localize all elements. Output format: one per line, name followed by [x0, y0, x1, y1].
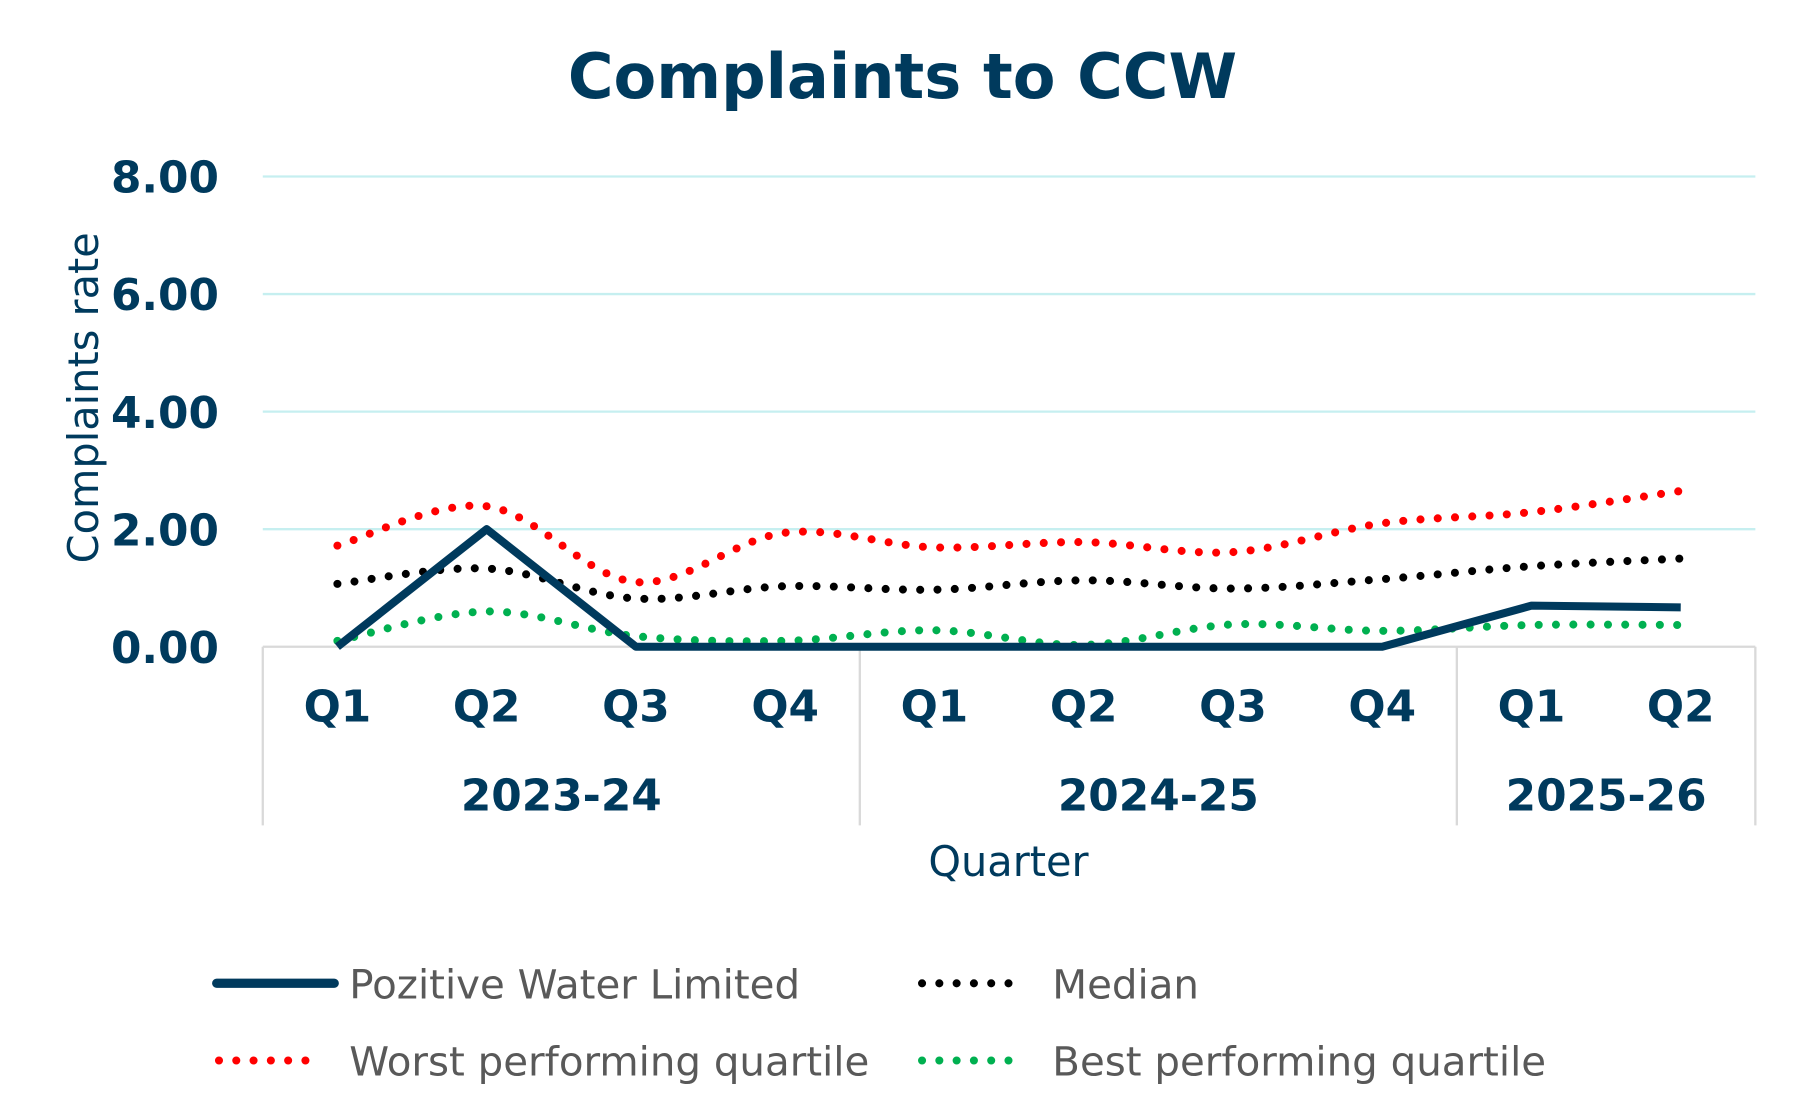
legend-label-worst-performing-quartile: Worst performing quartile [349, 1039, 869, 1086]
x-tick-label: Q1 [1498, 682, 1566, 733]
group-label: 2025-26 [1506, 770, 1707, 821]
x-tick-label: Q2 [1050, 682, 1118, 733]
x-tick-label: Q1 [901, 682, 969, 733]
y-axis-label: Complaints rate [59, 232, 108, 563]
legend-label-best-performing-quartile: Best performing quartile [1052, 1039, 1546, 1086]
x-tick-label: Q2 [1647, 682, 1715, 733]
x-tick-label: Q2 [453, 682, 521, 733]
y-tick-label: 8.00 [111, 153, 219, 204]
series-line-pozitive-water-limited [334, 525, 1681, 651]
x-tick-label: Q1 [304, 682, 372, 733]
y-tick-label: 6.00 [111, 270, 219, 321]
x-tick-label: Q4 [751, 682, 819, 733]
y-tick-label: 0.00 [111, 623, 219, 674]
legend-label-median: Median [1052, 961, 1199, 1008]
series-line-median [333, 554, 1685, 603]
chart-title: Complaints to CCW [568, 40, 1237, 113]
series-line-best-performing-quartile [333, 607, 1685, 650]
y-tick-label: 4.00 [111, 388, 219, 439]
x-tick-label: Q3 [602, 682, 670, 733]
x-axis-label: Quarter [928, 837, 1089, 886]
x-tick-label: Q4 [1348, 682, 1416, 733]
x-tick-label: Q3 [1199, 682, 1267, 733]
group-label: 2024-25 [1058, 770, 1259, 821]
group-label: 2023-24 [461, 770, 662, 821]
legend-label-pozitive-water-limited: Pozitive Water Limited [349, 961, 800, 1008]
series-line-worst-performing-quartile [333, 486, 1685, 587]
y-tick-label: 2.00 [111, 505, 219, 556]
